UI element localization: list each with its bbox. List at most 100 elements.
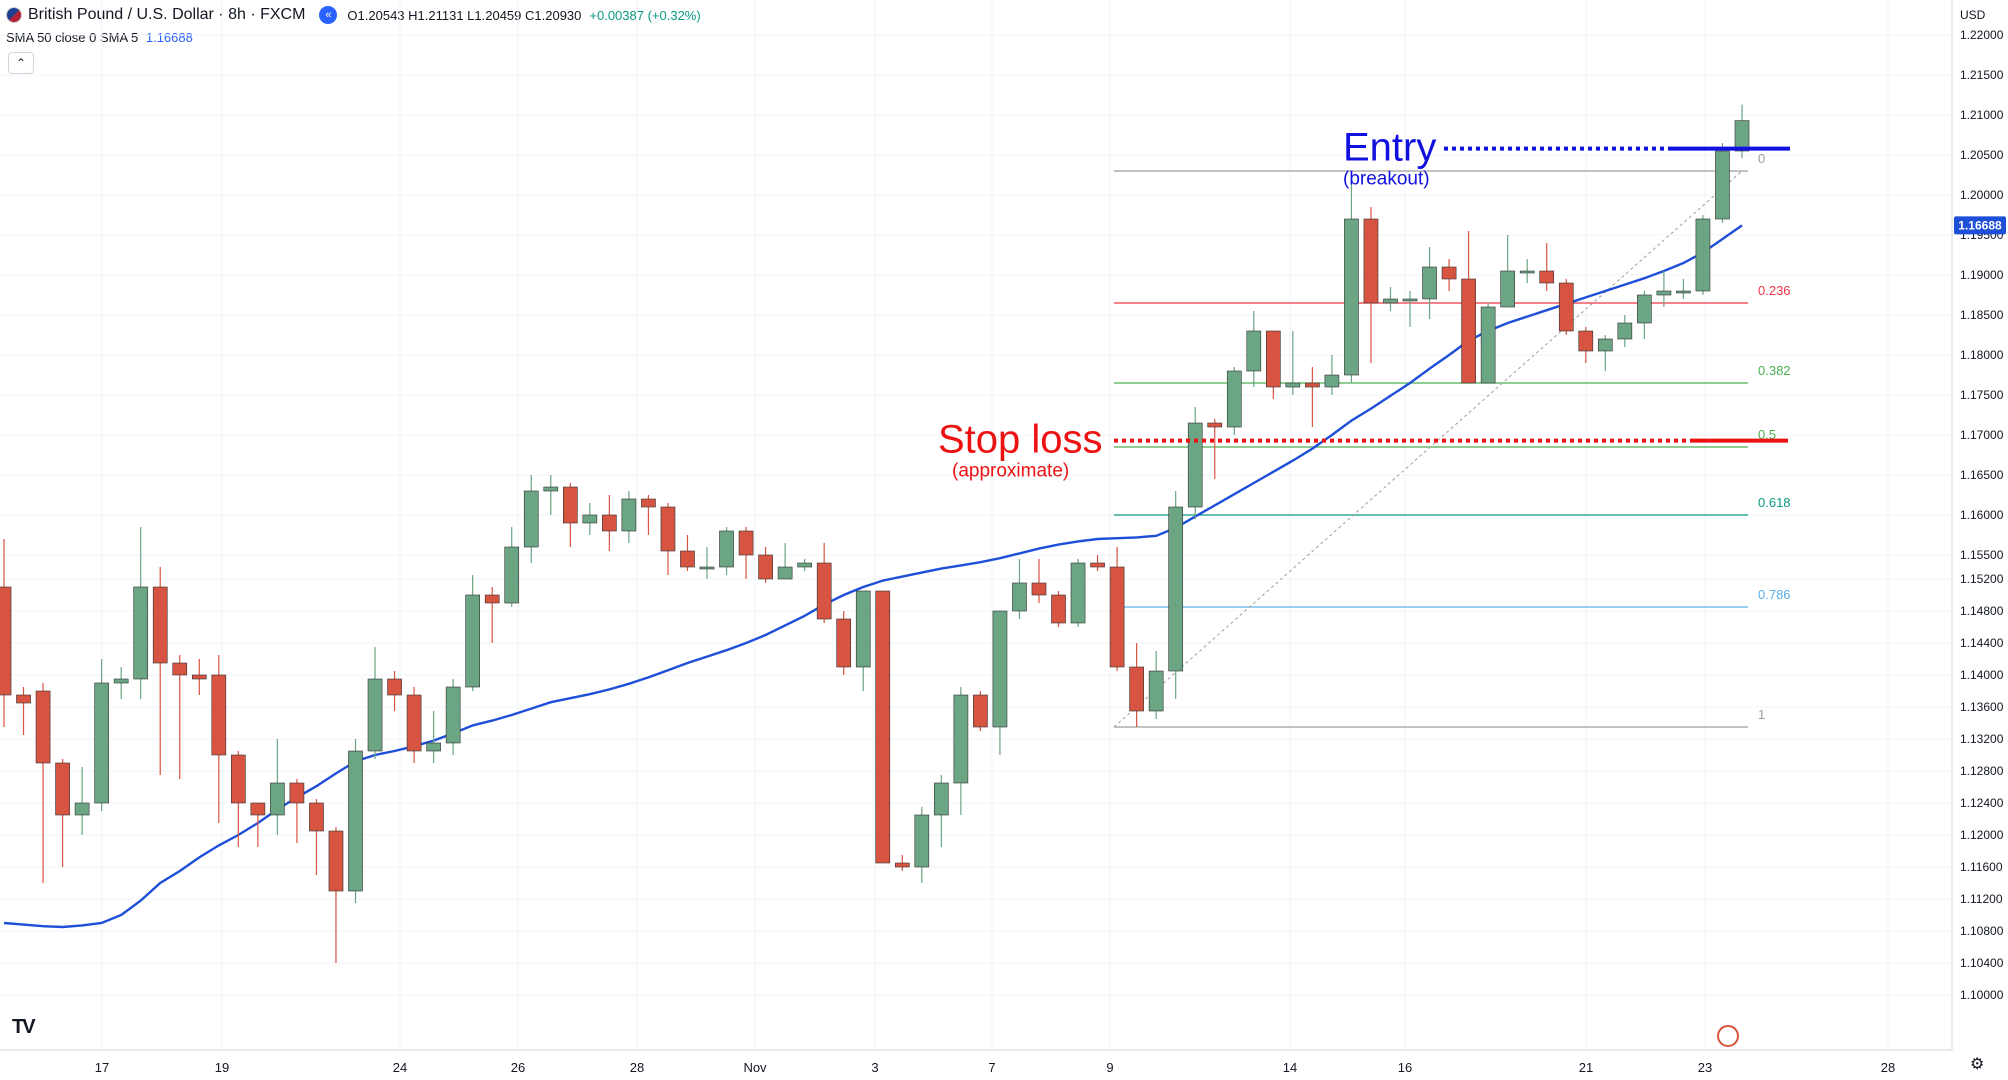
candle-body-up[interactable] (1226, 370, 1242, 428)
candle-body-up[interactable] (1324, 374, 1340, 388)
candle-body-down[interactable] (309, 802, 324, 832)
candle-body-down[interactable] (1578, 330, 1594, 352)
economic-event-icon[interactable] (1717, 1025, 1739, 1047)
candle-body-down[interactable] (1539, 270, 1555, 284)
candle-body-down[interactable] (35, 690, 51, 764)
candle-body-down[interactable] (1363, 218, 1379, 304)
candle-body-down[interactable] (231, 754, 246, 804)
double-chevron-icon[interactable]: « (319, 6, 338, 24)
candle-body-up[interactable] (504, 546, 520, 604)
candle-body-up[interactable] (426, 742, 441, 752)
candle-body-up[interactable] (348, 750, 363, 892)
candle-body-down[interactable] (758, 554, 773, 580)
candle-body-up[interactable] (914, 814, 930, 868)
candle-body-down[interactable] (211, 674, 227, 756)
candle-body-up[interactable] (74, 802, 90, 816)
candle-body-down[interactable] (973, 694, 988, 728)
candle-body-down[interactable] (660, 506, 676, 552)
tradingview-logo-icon[interactable]: TV (12, 1016, 36, 1038)
candle-body-up[interactable] (1187, 422, 1203, 508)
candle-body-up[interactable] (1246, 330, 1262, 372)
candle-body-down[interactable] (738, 530, 754, 556)
candle-body-up[interactable] (523, 490, 539, 548)
candle-body-up[interactable] (1734, 120, 1750, 152)
candle-body-up[interactable] (934, 782, 949, 816)
candle-body-down[interactable] (1441, 266, 1457, 280)
candle-body-down[interactable] (387, 678, 402, 696)
candle-body-up[interactable] (1617, 322, 1633, 340)
candle-body-down[interactable] (1461, 278, 1476, 384)
candle-body-up[interactable] (1344, 218, 1359, 376)
candle-body-down[interactable] (250, 802, 266, 816)
candle-body-down[interactable] (328, 830, 344, 892)
candle-body-down[interactable] (1051, 594, 1066, 624)
candle-body-down[interactable] (484, 594, 500, 604)
candle-body-up[interactable] (1070, 562, 1086, 624)
candle-body-down[interactable] (836, 618, 852, 668)
candle-body-up[interactable] (621, 498, 637, 532)
candle-body-up[interactable] (270, 782, 285, 816)
indicator-legend[interactable]: SMA 50 close 0 SMA 5 1.16688 (6, 30, 193, 45)
candle-body-up[interactable] (133, 586, 149, 680)
candle-body-up[interactable] (1148, 670, 1164, 712)
candle-body-up[interactable] (1012, 582, 1027, 612)
candle-body-up[interactable] (1285, 382, 1301, 388)
candle-body-down[interactable] (1109, 566, 1125, 668)
symbol-title[interactable]: British Pound / U.S. Dollar · 8h · FXCM (28, 6, 306, 23)
candle-body-up[interactable] (1676, 290, 1691, 294)
candle-body-up[interactable] (367, 678, 383, 752)
candle-body-up[interactable] (992, 610, 1008, 728)
candle-body-up[interactable] (582, 514, 598, 524)
currency-label[interactable]: USD (1960, 8, 1986, 22)
candle-body-down[interactable] (680, 550, 695, 568)
candle-body-up[interactable] (953, 694, 969, 784)
candle-body-up[interactable] (1480, 306, 1496, 384)
candle-body-up[interactable] (699, 566, 715, 570)
candle-body-down[interactable] (172, 662, 188, 676)
candle-body-down[interactable] (191, 674, 207, 680)
candle-body-up[interactable] (1695, 218, 1711, 292)
candle-body-down[interactable] (562, 486, 578, 524)
candle-body-up[interactable] (94, 682, 109, 804)
candle-body-up[interactable] (445, 686, 461, 744)
candle-body-up[interactable] (777, 566, 793, 580)
candle-body-up[interactable] (465, 594, 481, 688)
candle-body-up[interactable] (797, 562, 812, 568)
candle-body-up[interactable] (113, 678, 129, 684)
candle-body-down[interactable] (289, 782, 305, 804)
collapse-legend-button[interactable]: ⌃ (8, 52, 34, 74)
candle-body-down[interactable] (1265, 330, 1281, 388)
settings-gear-icon[interactable]: ⚙ (1970, 1056, 1985, 1073)
candle-body-up[interactable] (855, 590, 871, 668)
candle-body-down[interactable] (1558, 282, 1574, 332)
candle-body-down[interactable] (1129, 666, 1144, 712)
candle-body-down[interactable] (1031, 582, 1047, 596)
candle-body-down[interactable] (1305, 382, 1320, 388)
candle-body-up[interactable] (1168, 506, 1184, 672)
candle-body-up[interactable] (1656, 290, 1672, 296)
entry-label: Entry (1343, 126, 1436, 170)
candle-body-up[interactable] (1637, 294, 1652, 324)
candle-body-down[interactable] (641, 498, 656, 508)
candle-body-up[interactable] (1422, 266, 1437, 300)
candle-body-up[interactable] (1402, 298, 1418, 302)
candle-body-down[interactable] (875, 590, 891, 864)
candle-body-down[interactable] (55, 762, 70, 816)
candle-body-up[interactable] (1519, 270, 1535, 274)
candle-body-down[interactable] (16, 694, 31, 704)
candle-body-down[interactable] (1207, 422, 1223, 428)
candle-body-down[interactable] (894, 862, 910, 868)
candle-body-down[interactable] (816, 562, 832, 620)
candle-body-down[interactable] (1090, 562, 1105, 568)
candle-body-down[interactable] (406, 694, 422, 752)
candle-body-up[interactable] (1597, 338, 1613, 352)
candle-body-up[interactable] (543, 486, 559, 492)
candle-body-down[interactable] (602, 514, 617, 532)
candle-body-down[interactable] (0, 586, 12, 696)
candle-body-down[interactable] (152, 586, 168, 664)
candle-body-up[interactable] (719, 530, 734, 568)
candle-body-up[interactable] (1500, 270, 1515, 308)
candle-body-up[interactable] (1715, 150, 1730, 220)
candle-body-up[interactable] (1383, 298, 1398, 304)
